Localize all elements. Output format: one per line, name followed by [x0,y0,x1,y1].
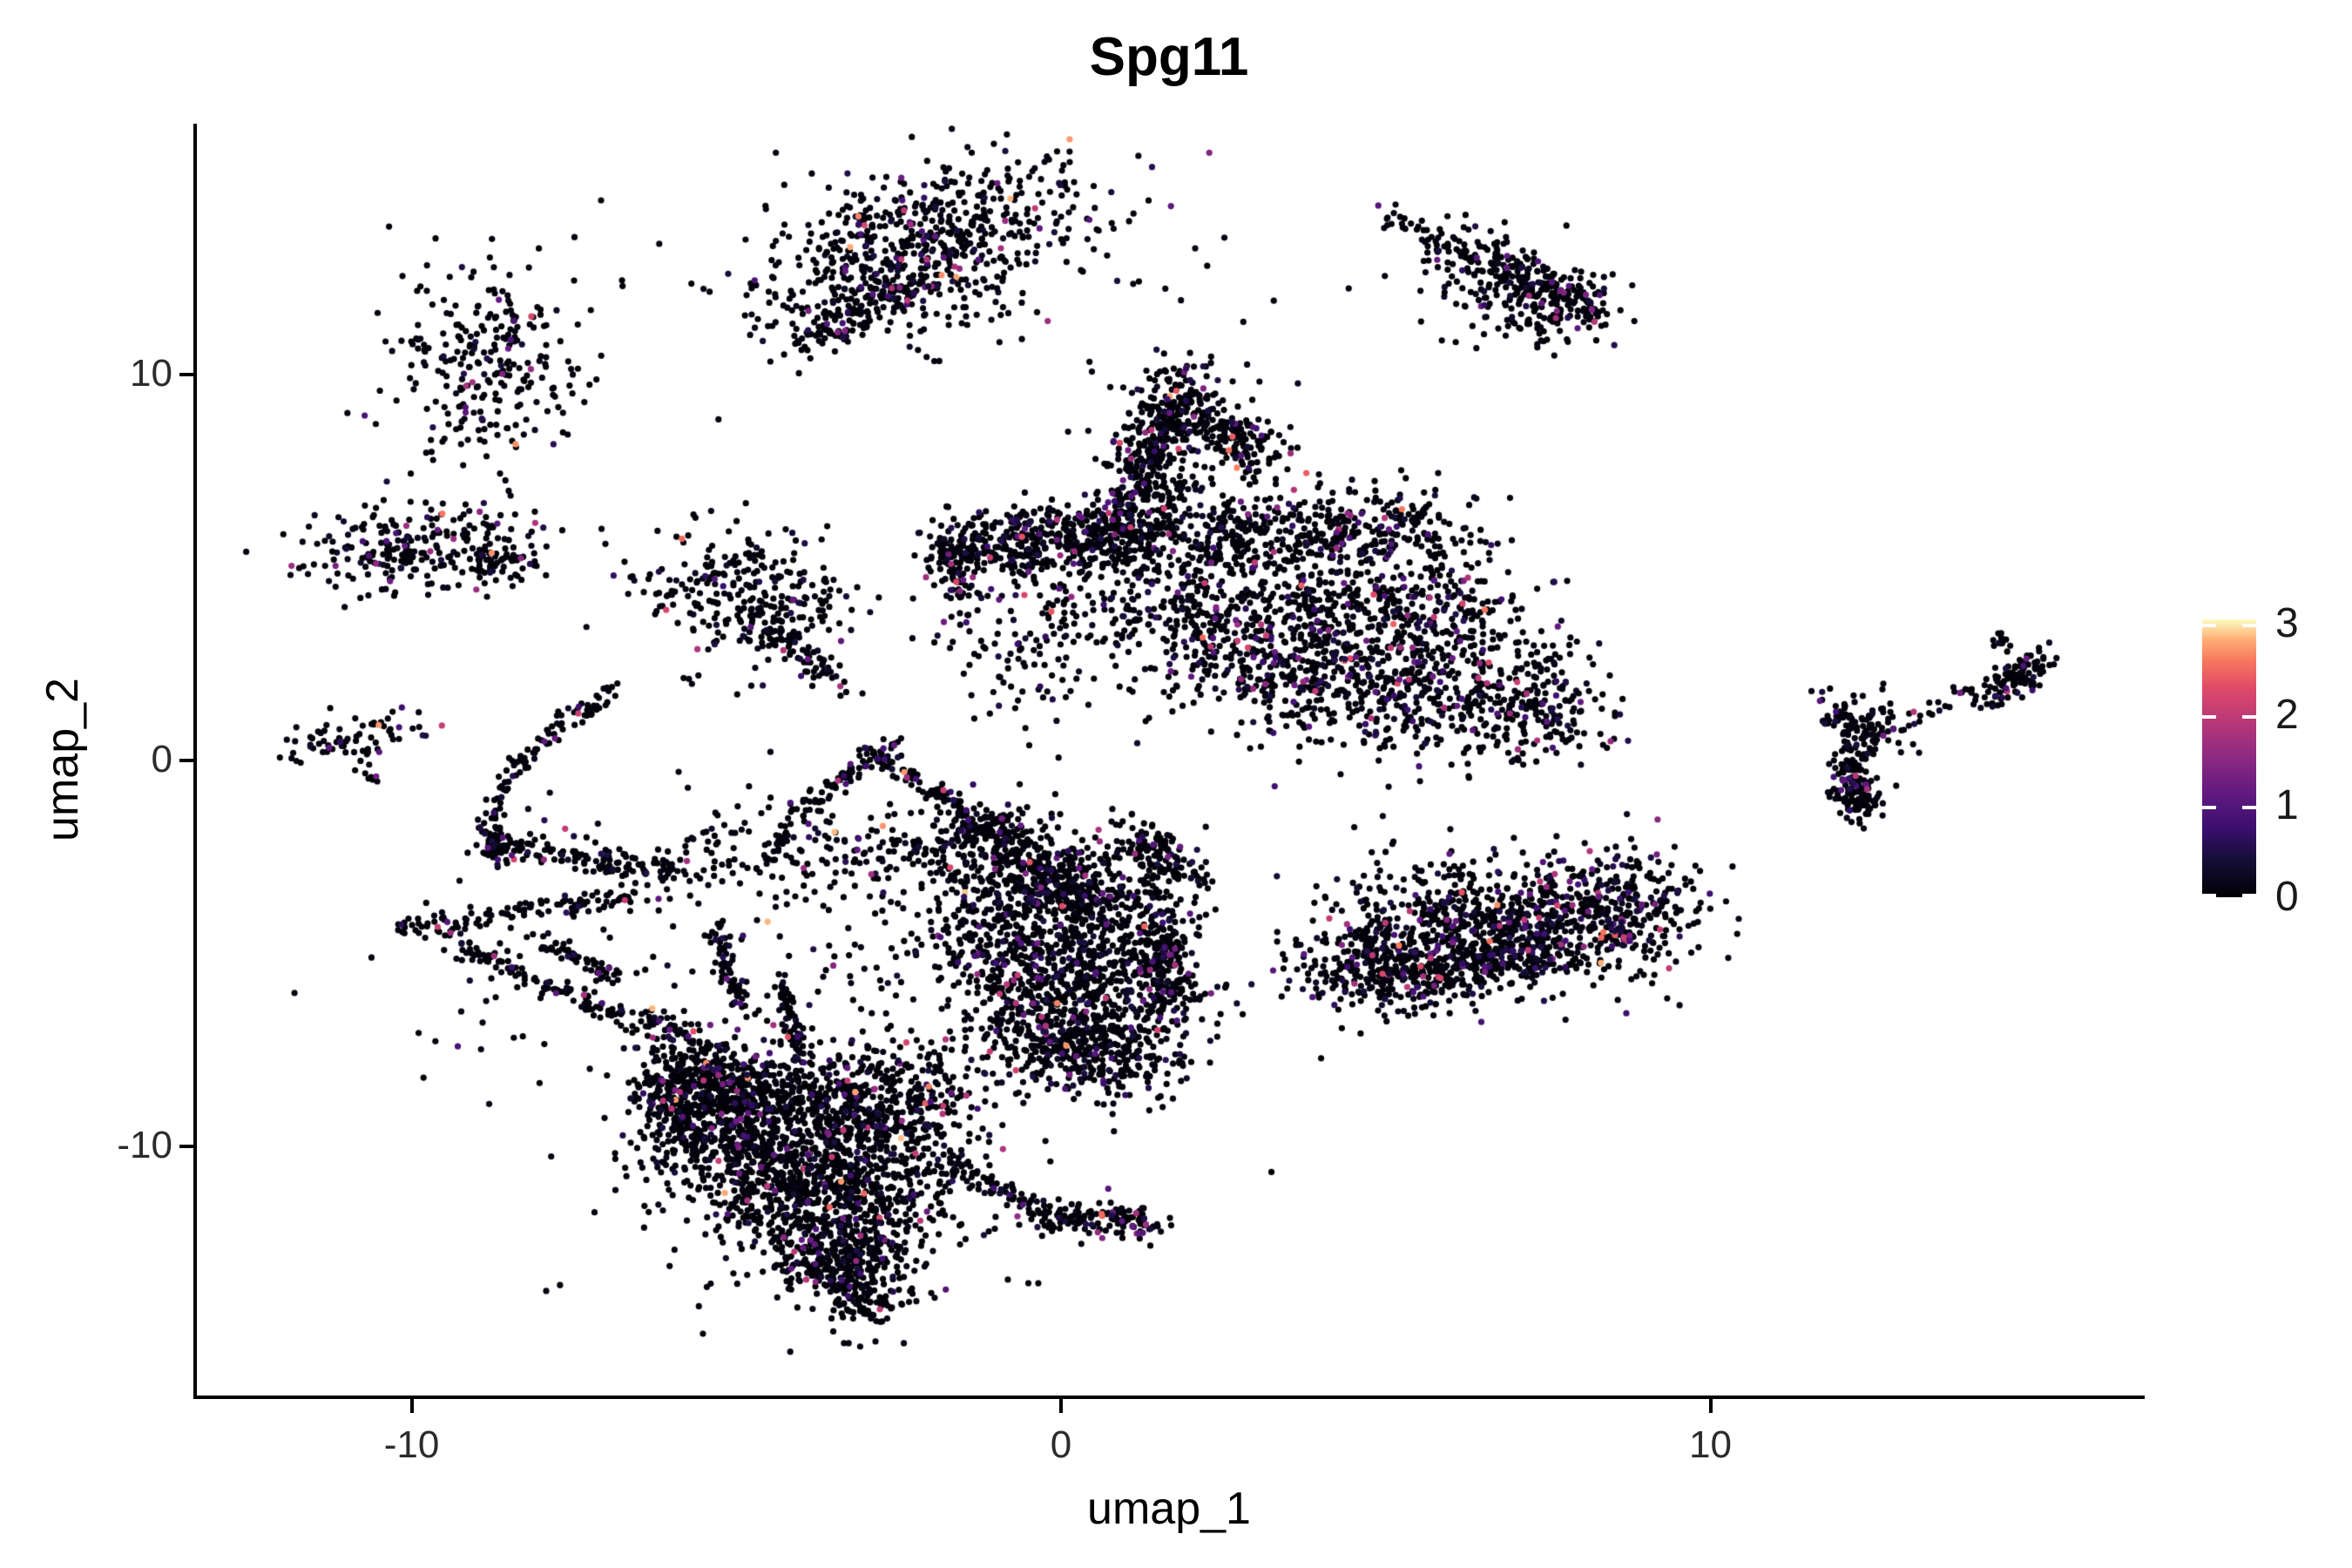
x-tick-label: 10 [1689,1423,1732,1466]
colorbar-tick-mark-left [2202,806,2216,810]
colorbar-gradient [2202,619,2256,897]
x-tick-label: 0 [1050,1423,1072,1466]
x-tick-mark [1708,1399,1713,1413]
y-tick-mark [179,759,193,762]
colorbar-tick-mark-right [2242,714,2256,719]
x-tick-label: -10 [383,1423,440,1466]
colorbar-tick-mark-right [2242,624,2256,628]
colorbar-tick-label: 3 [2275,600,2299,647]
y-axis-label: umap_2 [37,678,88,841]
colorbar-tick-mark-right [2242,894,2256,897]
y-tick-label: 10 [130,351,172,395]
y-tick-mark [179,1145,193,1149]
colorbar-tick-label: 1 [2275,782,2299,829]
colorbar-tick-mark-left [2202,624,2216,628]
colorbar-tick-label: 2 [2275,691,2299,738]
colorbar-tick-mark-left [2202,894,2216,897]
y-tick-mark [179,372,193,376]
colorbar-tick-mark-right [2242,806,2256,810]
y-tick-label: 0 [151,738,172,781]
colorbar-tick-label: 0 [2275,874,2299,920]
y-tick-label: -10 [117,1124,172,1167]
x-axis-label: umap_1 [1087,1484,1251,1534]
x-tick-mark [1059,1399,1063,1413]
colorbar-tick-mark-left [2202,714,2216,719]
x-tick-mark [409,1399,414,1413]
